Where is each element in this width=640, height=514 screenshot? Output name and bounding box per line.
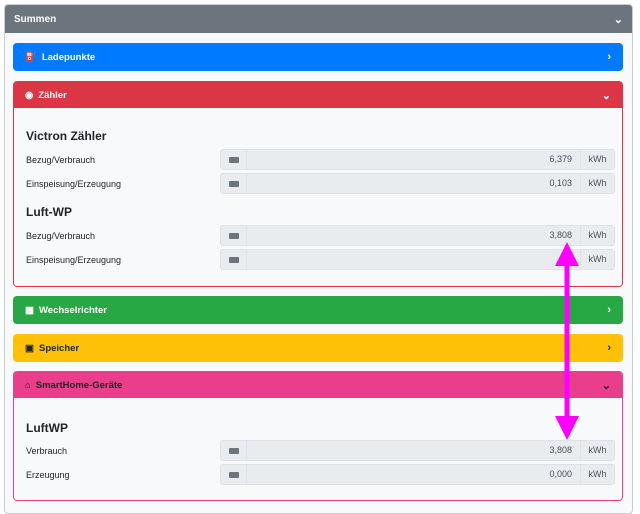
chevron-right-icon: › — [607, 342, 611, 354]
group-heading: LuftWP — [26, 421, 68, 435]
group-heading: Luft-WP — [26, 205, 72, 219]
value-field: 0,103 kWh — [220, 173, 615, 194]
chevron-down-icon: ⌄ — [601, 89, 611, 102]
keyboard-icon — [221, 441, 247, 460]
solar-panel-icon: ▦ — [25, 304, 34, 316]
keyboard-icon — [221, 174, 247, 193]
label: Zähler — [38, 89, 67, 101]
value: 0,103 — [549, 178, 572, 188]
unit: kWh — [580, 250, 614, 269]
gauge-icon: ◉ — [25, 89, 34, 101]
value-field: 3,808 kWh — [220, 225, 615, 246]
speicher-header[interactable]: ▣ Speicher › — [13, 334, 623, 362]
value: 3,808 — [549, 230, 572, 240]
row-label: Bezug/Verbrauch — [26, 155, 96, 165]
zaehler-header[interactable]: ◉ Zähler ⌄ — [14, 82, 622, 109]
smarthome-header[interactable]: ⌂ SmartHome-Geräte ⌄ — [14, 372, 622, 399]
chevron-down-icon: ⌄ — [613, 13, 623, 26]
chevron-right-icon: › — [607, 51, 611, 63]
unit: kWh — [580, 441, 614, 460]
row-label: Einspeisung/Erzeugung — [26, 179, 122, 189]
label: Wechselrichter — [38, 304, 107, 316]
double-arrow-annotation — [555, 242, 579, 440]
unit: kWh — [580, 226, 614, 245]
chevron-down-icon: ⌄ — [601, 379, 611, 392]
label: Speicher — [38, 342, 80, 354]
summen-panel: Summen ⌄ ⛽ Ladepunkte › ◉ Zähler ⌄ Victron Zä… — [4, 4, 633, 514]
value-field: 6,379 kWh — [220, 149, 615, 170]
keyboard-icon — [221, 465, 247, 484]
keyboard-icon — [221, 150, 247, 169]
panel-title: Summen — [14, 13, 57, 25]
ladepunkte-header[interactable]: ⛽ Ladepunkte › — [13, 43, 623, 71]
group-heading: Victron Zähler — [26, 129, 107, 143]
row-label: Erzeugung — [26, 470, 70, 480]
card-wechselrichter: ▦ Wechselrichter › — [13, 296, 623, 324]
charging-station-icon: ⛽ — [25, 51, 37, 63]
unit: kWh — [580, 174, 614, 193]
battery-icon: ▣ — [25, 342, 34, 354]
label: Ladepunkte — [41, 51, 96, 63]
value: 0 — [247, 250, 580, 269]
card-speicher: ▣ Speicher › — [13, 334, 623, 362]
card-smarthome: ⌂ SmartHome-Geräte ⌄ LuftWP Verbrauch 3,80… — [13, 371, 623, 501]
unit: kWh — [580, 150, 614, 169]
value-field: 3,808 kWh — [220, 440, 615, 461]
card-ladepunkte: ⛽ Ladepunkte › — [13, 43, 623, 71]
wechselrichter-header[interactable]: ▦ Wechselrichter › — [13, 296, 623, 324]
card-zaehler: ◉ Zähler ⌄ Victron Zähler Bezug/Verbrauch … — [13, 81, 623, 287]
chevron-right-icon: › — [607, 304, 611, 316]
row-label: Verbrauch — [26, 446, 68, 456]
keyboard-icon — [221, 250, 247, 269]
value: 3,808 — [549, 445, 572, 455]
label: SmartHome-Geräte — [35, 379, 123, 391]
summen-header[interactable]: Summen ⌄ — [5, 5, 632, 33]
value: 6,379 — [549, 154, 572, 164]
row-label: Bezug/Verbrauch — [26, 231, 96, 241]
unit: kWh — [580, 465, 614, 484]
smart-home-icon: ⌂ — [25, 379, 31, 391]
value: 0,000 — [549, 469, 572, 479]
value-field: 0,000 kWh — [220, 464, 615, 485]
row-label: Einspeisung/Erzeugung — [26, 255, 122, 265]
keyboard-icon — [221, 226, 247, 245]
